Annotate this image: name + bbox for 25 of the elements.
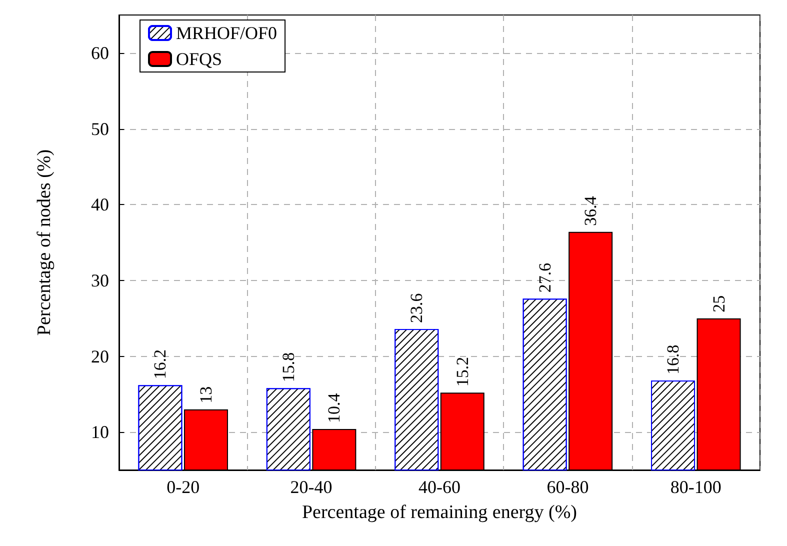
data-label: 16.8 (664, 344, 683, 375)
x-tick-label: 0-20 (166, 477, 200, 497)
data-label: 15.2 (452, 356, 472, 387)
y-tick-label: 40 (91, 194, 109, 215)
y-axis-title: Percentage of nodes (%) (34, 149, 55, 336)
x-tick-label: 80-100 (670, 477, 722, 497)
data-label: 36.4 (581, 196, 600, 226)
x-tick-label: 40-60 (418, 477, 460, 497)
x-axis-title: Percentage of remaining energy (%) (302, 502, 578, 523)
y-tick-label: 30 (91, 270, 109, 290)
x-tick-label: 60-80 (546, 477, 589, 497)
legend-label: MRHOF/OF0 (176, 23, 278, 43)
x-tick-label: 20-40 (290, 477, 332, 497)
data-label: 16.2 (150, 349, 170, 380)
data-label: 23.6 (407, 293, 426, 323)
y-tick-label: 50 (91, 118, 109, 139)
y-tick-label: 10 (91, 422, 109, 442)
y-tick-label: 20 (91, 346, 109, 366)
data-label: 10.4 (324, 392, 344, 424)
data-label: 25 (709, 295, 728, 312)
y-tick-label: 60 (91, 42, 109, 63)
data-label: 15.8 (278, 352, 298, 382)
data-label: 13 (196, 386, 216, 404)
data-label: 27.6 (535, 262, 554, 293)
legend-label: OFQS (176, 49, 222, 69)
